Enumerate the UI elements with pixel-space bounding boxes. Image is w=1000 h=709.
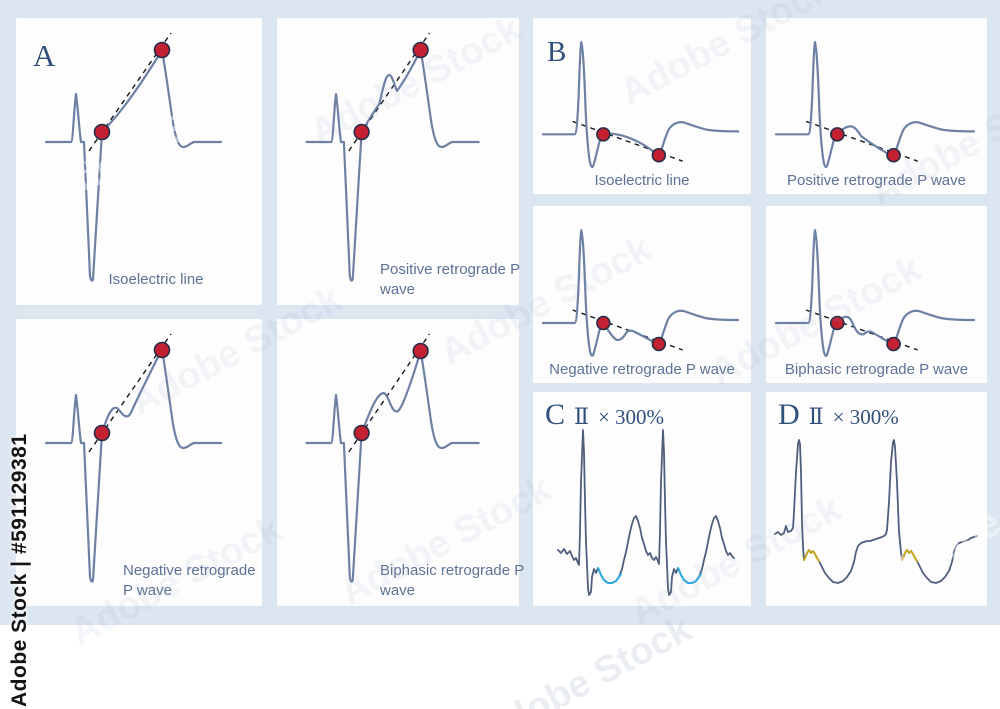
caption-b-negative: Negative retrograde P wave bbox=[549, 361, 735, 378]
measure-dot-start bbox=[93, 424, 111, 442]
ecg-trace bbox=[774, 228, 976, 357]
panel-d-label: D bbox=[778, 398, 800, 431]
panel-a-card-biphasic: Biphasic retrograde P wave bbox=[277, 319, 524, 606]
ecg-trace bbox=[774, 40, 976, 169]
caption-b-isoelectric: Isoelectric line bbox=[594, 172, 690, 189]
measure-dot-start bbox=[596, 315, 611, 331]
ecg-trace bbox=[557, 429, 735, 596]
ecg-b-negative-chart bbox=[541, 228, 740, 357]
ecg-trace bbox=[44, 347, 223, 583]
measure-dot-end bbox=[651, 336, 667, 352]
ecg-trace bbox=[44, 48, 223, 282]
ecg-trace bbox=[305, 48, 480, 282]
measure-dot-start bbox=[596, 127, 611, 142]
caption-b-biphasic: Biphasic retrograde P wave bbox=[784, 361, 969, 378]
ecg-a-positive-chart bbox=[305, 32, 480, 282]
panel-a-card-positive: Positive retrograde P wave bbox=[277, 18, 520, 305]
measure-dot-end bbox=[153, 341, 171, 359]
footer-band: Retrograde P wave Methods for interpreti… bbox=[0, 625, 1000, 709]
ecg-b-biphasic-chart bbox=[774, 228, 976, 357]
retrograde-p-highlight-cyan bbox=[597, 567, 622, 584]
ecg-c-lead2-chart bbox=[557, 429, 735, 596]
retrograde-p-highlight-yellow bbox=[803, 549, 820, 562]
measure-dot-start bbox=[93, 123, 111, 141]
ecg-b-positive-chart bbox=[774, 40, 976, 169]
measure-dot-start bbox=[353, 123, 370, 141]
lead-ii-label: Ⅱ bbox=[808, 405, 824, 430]
magnification-label: × 300% bbox=[832, 405, 899, 429]
panel-c-label: C bbox=[545, 398, 566, 431]
retrograde-p-highlight-yellow bbox=[901, 549, 918, 562]
measure-dot-end bbox=[153, 41, 171, 59]
lead-ii-label: Ⅱ bbox=[574, 405, 589, 430]
ecg-trace bbox=[305, 349, 480, 583]
panel-b-label: B bbox=[547, 36, 567, 68]
ecg-a-biphasic-chart bbox=[305, 333, 480, 583]
panel-a-label: A bbox=[33, 38, 56, 73]
panel-c-card: C Ⅱ × 300% bbox=[533, 392, 751, 606]
caption-b-positive: Positive retrograde P wave bbox=[787, 172, 966, 189]
panel-b-card-biphasic: Biphasic retrograde P wave bbox=[766, 206, 987, 383]
panel-b-card-isoelectric: B Isoelectric line bbox=[533, 18, 751, 194]
caption-a-biphasic: Biphasic retrograde P wave bbox=[380, 562, 524, 600]
magnification-label: × 300% bbox=[597, 405, 665, 429]
caption-a-isoelectric: Isoelectric line bbox=[108, 271, 204, 288]
ecg-trace bbox=[541, 40, 740, 169]
ecg-trace bbox=[774, 439, 978, 584]
retrograde-p-highlight-cyan bbox=[677, 567, 702, 584]
stock-id-watermark: Adobe Stock | #591129381 bbox=[8, 433, 31, 707]
ecg-b-isoelectric-chart bbox=[541, 40, 740, 169]
panel-a-card-negative: Negative retrograde P wave bbox=[16, 319, 262, 606]
measure-dot-end bbox=[886, 147, 901, 163]
ecg-a-negative-chart bbox=[44, 333, 223, 583]
caption-a-negative: Negative retrograde P wave bbox=[123, 562, 256, 600]
ecg-trace bbox=[541, 228, 740, 357]
ecg-a-isoelectric-chart bbox=[44, 32, 223, 282]
measure-dot-end bbox=[651, 147, 667, 163]
panel-d-card: D Ⅱ × 300% bbox=[766, 392, 987, 606]
caption-a-positive: Positive retrograde P wave bbox=[380, 261, 520, 299]
measure-dot-start bbox=[829, 315, 845, 331]
measure-dot-end bbox=[886, 336, 901, 352]
measure-dot-start bbox=[353, 424, 370, 442]
panel-b-card-negative: Negative retrograde P wave bbox=[533, 206, 751, 383]
panel-d-header: D Ⅱ × 300% bbox=[778, 398, 899, 431]
panel-c-header: C Ⅱ × 300% bbox=[545, 398, 665, 431]
panel-b-card-positive: Positive retrograde P wave bbox=[766, 18, 987, 194]
measure-dot-start bbox=[829, 127, 845, 142]
panel-a-card-isoelectric: A Isoelectric line bbox=[16, 18, 262, 305]
measure-dot-end bbox=[412, 342, 429, 360]
measure-dot-end bbox=[412, 41, 429, 59]
ecg-d-lead2-chart bbox=[774, 439, 978, 584]
